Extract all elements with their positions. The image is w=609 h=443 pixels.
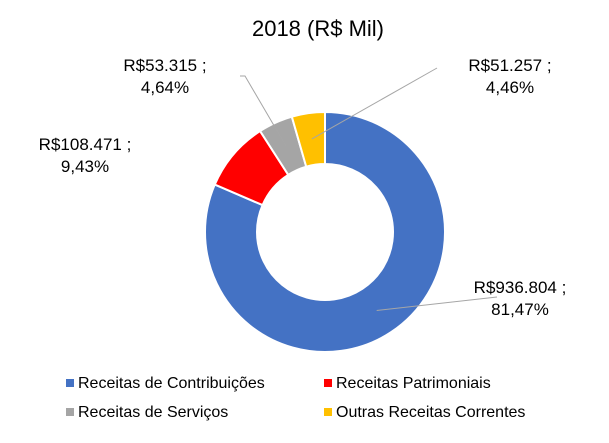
data-label: R$53.315 ; 4,64% [123, 56, 206, 97]
data-label-line: R$51.257 ; [468, 56, 551, 75]
data-label-line: R$53.315 ; [123, 56, 206, 75]
legend-swatch [324, 379, 332, 387]
data-label: R$108.471 ; 9,43% [39, 135, 132, 176]
chart-title: 2018 (R$ Mil) [252, 16, 384, 41]
legend-label: Receitas de Contribuições [78, 375, 265, 392]
leader-line [240, 75, 287, 147]
data-label: R$936.804 ; 81,47% [474, 278, 567, 319]
data-label-line: 9,43% [61, 157, 109, 176]
legend-swatch [66, 379, 74, 387]
legend-label: Receitas Patrimoniais [336, 375, 491, 392]
data-label-line: 4,64% [141, 78, 189, 97]
legend-label: Outras Receitas Correntes [336, 404, 525, 421]
data-label: R$51.257 ; 4,46% [468, 56, 551, 97]
legend-swatch [324, 408, 332, 416]
data-label-line: 81,47% [491, 300, 549, 319]
donut-slice [204, 110, 446, 353]
data-label-line: R$936.804 ; [474, 278, 567, 297]
donut-slice [290, 110, 326, 168]
legend-label: Receitas de Serviços [78, 404, 228, 421]
leader-line [311, 67, 438, 140]
legend-swatch [66, 408, 74, 416]
data-label-line: R$108.471 ; [39, 135, 132, 154]
leader-line [376, 296, 498, 312]
data-label-line: 4,46% [486, 78, 534, 97]
